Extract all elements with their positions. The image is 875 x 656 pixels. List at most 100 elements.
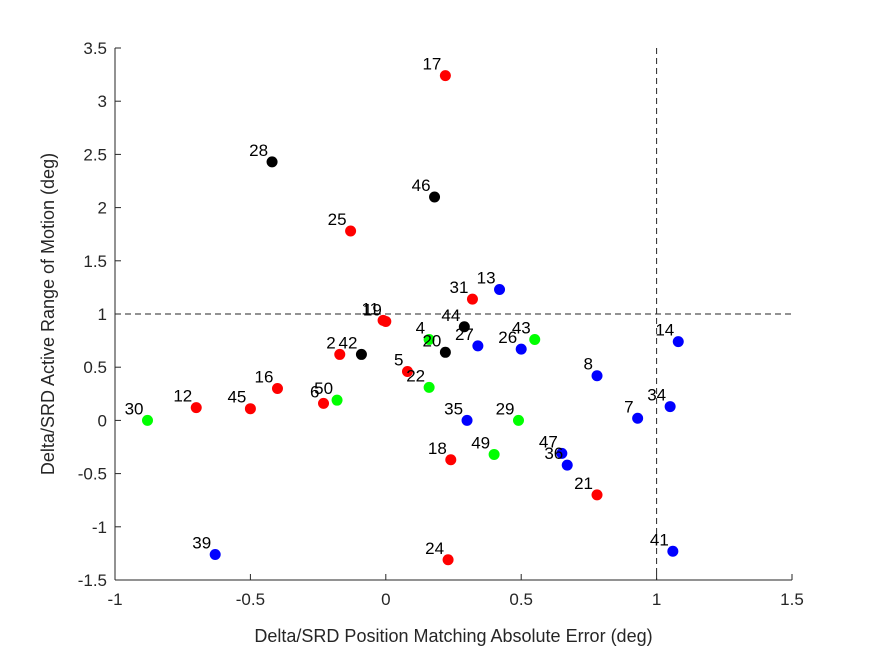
y-tick-label: 3.5	[83, 39, 107, 58]
point-label: 6	[310, 382, 319, 401]
y-tick-label: 1.5	[83, 252, 107, 271]
y-tick-label: -0.5	[78, 465, 107, 484]
y-tick-label: 0	[98, 411, 107, 430]
data-point	[529, 334, 541, 346]
data-point	[561, 459, 573, 471]
data-point	[141, 414, 153, 426]
data-point	[672, 336, 684, 348]
data-point	[445, 454, 457, 466]
data-point	[442, 554, 454, 566]
point-label: 24	[425, 539, 444, 558]
x-axis-title: Delta/SRD Position Matching Absolute Err…	[254, 626, 652, 646]
data-point	[439, 346, 451, 358]
point-label: 28	[249, 141, 268, 160]
point-label: 2	[326, 333, 335, 352]
y-tick-label: 0.5	[83, 358, 107, 377]
point-label: 7	[624, 397, 633, 416]
point-label: 17	[422, 55, 441, 74]
data-point	[515, 343, 527, 355]
point-label: 12	[173, 387, 192, 406]
point-label: 35	[444, 399, 463, 418]
data-point	[318, 397, 330, 409]
x-tick-label: 1	[652, 590, 661, 609]
point-label: 39	[192, 533, 211, 552]
x-tick-label: 0.5	[509, 590, 533, 609]
data-point	[271, 382, 283, 394]
data-point	[591, 489, 603, 501]
data-point	[458, 321, 470, 333]
data-point	[334, 348, 346, 360]
y-tick-label: 1	[98, 305, 107, 324]
point-label: 30	[125, 399, 144, 418]
data-point	[266, 156, 278, 168]
point-label: 46	[412, 176, 431, 195]
point-label: 19	[363, 300, 382, 319]
point-label: 47	[539, 432, 558, 451]
point-label: 34	[647, 386, 666, 405]
data-point	[488, 448, 500, 460]
x-tick-label: 1.5	[780, 590, 804, 609]
data-point	[209, 548, 221, 560]
point-label: 20	[422, 331, 441, 350]
data-point	[355, 348, 367, 360]
point-label: 11	[361, 299, 379, 318]
data-point	[664, 401, 676, 413]
data-point	[345, 225, 357, 237]
data-point	[190, 402, 202, 414]
point-label: 21	[574, 474, 593, 493]
point-label: 4	[416, 319, 425, 338]
reference-lines	[115, 48, 792, 580]
y-tick-label: 3	[98, 92, 107, 111]
data-point	[494, 284, 506, 296]
data-point	[472, 340, 484, 352]
y-ticks: -1.5 -1 -0.5 0 0.5 1 1.5 2 2.5 3 3.5	[78, 39, 121, 590]
data-point	[244, 403, 256, 415]
data-point	[591, 370, 603, 382]
data-point	[667, 545, 679, 557]
point-label: 8	[584, 355, 593, 374]
data-point	[461, 414, 473, 426]
x-tick-label: -1	[107, 590, 122, 609]
y-tick-label: 2.5	[83, 145, 107, 164]
x-tick-label: -0.5	[236, 590, 265, 609]
point-label: 41	[650, 530, 669, 549]
point-label: 25	[328, 210, 347, 229]
data-point	[429, 191, 441, 203]
data-point	[512, 414, 524, 426]
data-point	[401, 365, 413, 377]
point-label: 44	[441, 306, 460, 325]
point-label: 14	[655, 321, 674, 340]
data-point	[331, 394, 343, 406]
x-tick-label: 0	[381, 590, 390, 609]
data-point	[466, 293, 478, 305]
data-points	[141, 70, 684, 566]
point-label: 36	[544, 444, 563, 463]
point-label: 18	[428, 439, 447, 458]
y-tick-label: -1.5	[78, 571, 107, 590]
data-point	[556, 447, 568, 459]
point-label: 26	[498, 328, 517, 347]
point-label: 5	[394, 350, 403, 369]
y-tick-label: -1	[92, 518, 107, 537]
x-ticks: -1 -0.5 0 0.5 1 1.5	[107, 574, 804, 609]
point-label: 43	[512, 319, 531, 338]
point-label: 31	[450, 278, 469, 297]
point-label: 50	[314, 379, 333, 398]
point-label: 16	[255, 367, 274, 386]
y-axis-title: Delta/SRD Active Range of Motion (deg)	[38, 153, 58, 475]
y-tick-label: 2	[98, 199, 107, 218]
data-point	[423, 381, 435, 393]
point-label: 22	[406, 366, 425, 385]
data-point	[380, 315, 392, 327]
point-label: 45	[227, 388, 246, 407]
point-label: 42	[339, 333, 358, 352]
point-label: 29	[496, 399, 515, 418]
data-point	[423, 334, 435, 346]
point-label: 27	[455, 325, 474, 344]
data-point	[439, 70, 451, 82]
point-label: 49	[471, 433, 490, 452]
point-label: 13	[477, 269, 496, 288]
data-point	[632, 412, 644, 424]
